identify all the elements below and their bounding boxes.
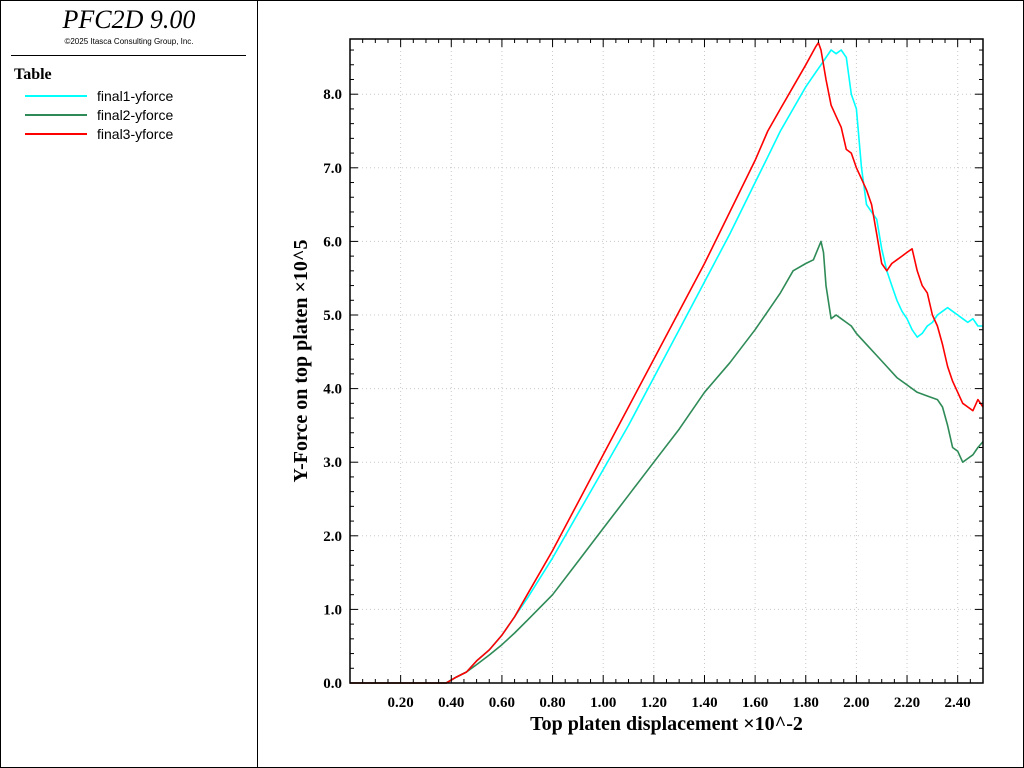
legend-swatch-final3 — [25, 133, 87, 135]
legend-label-final3: final3-yforce — [97, 126, 174, 142]
x-tick-label: 1.00 — [590, 695, 616, 711]
y-tick-label: 2.0 — [323, 529, 342, 545]
series-line-3 — [350, 41, 984, 684]
y-tick-label: 6.0 — [323, 234, 342, 250]
x-tick-label: 0.40 — [438, 695, 464, 711]
x-tick-label: 0.80 — [539, 695, 565, 711]
y-tick-label: 8.0 — [323, 87, 342, 103]
title-divider — [11, 55, 246, 56]
legend-swatch-final1 — [25, 95, 87, 97]
x-tick-label: 0.60 — [489, 695, 515, 711]
grid-lines — [350, 39, 983, 683]
series-line-2 — [350, 240, 984, 684]
legend-item-final1: final1-yforce — [25, 87, 173, 105]
x-tick-label: 2.20 — [894, 695, 920, 711]
y-tick-label: 4.0 — [323, 382, 342, 398]
x-tick-label: 2.00 — [843, 695, 869, 711]
legend-label-final2: final2-yforce — [97, 107, 174, 123]
y-tick-label: 1.0 — [323, 602, 342, 618]
legend-swatch-final2 — [25, 114, 87, 116]
y-tick-label: 3.0 — [323, 455, 342, 471]
x-tick-label: 2.40 — [945, 695, 971, 711]
series-lines — [350, 41, 984, 684]
x-tick-label: 1.40 — [691, 695, 717, 711]
legend-label-final1: final1-yforce — [97, 88, 174, 104]
series-line-1 — [350, 49, 983, 684]
tick-labels: 0.20 0.40 0.60 0.80 1.00 1.20 1.40 1.60 1.80 2.00… — [323, 87, 971, 711]
plot-frame — [349, 38, 984, 684]
x-tick-label: 0.20 — [388, 695, 414, 711]
legend-panel: PFC2D 9.00 ©2025 Itasca Consulting Group… — [1, 1, 258, 767]
y-tick-label: 5.0 — [323, 308, 342, 324]
x-tick-label: 1.20 — [641, 695, 667, 711]
x-tick-label: 1.60 — [742, 695, 768, 711]
copyright-text: ©2025 Itasca Consulting Group, Inc. — [64, 37, 194, 46]
axis-ticks — [350, 39, 983, 684]
x-axis-title: Top platen displacement ×10^-2 — [530, 713, 803, 735]
legend-item-final3: final3-yforce — [25, 125, 173, 143]
y-tick-label: 7.0 — [323, 161, 342, 177]
app-title: PFC2D 9.00 — [62, 5, 196, 34]
y-tick-label: 0.0 — [323, 676, 342, 692]
legend-item-final2: final2-yforce — [25, 106, 173, 124]
y-axis-title: Y-Force on top platen ×10^5 — [290, 239, 312, 482]
legend-heading: Table — [14, 66, 52, 83]
x-tick-label: 1.80 — [793, 695, 819, 711]
